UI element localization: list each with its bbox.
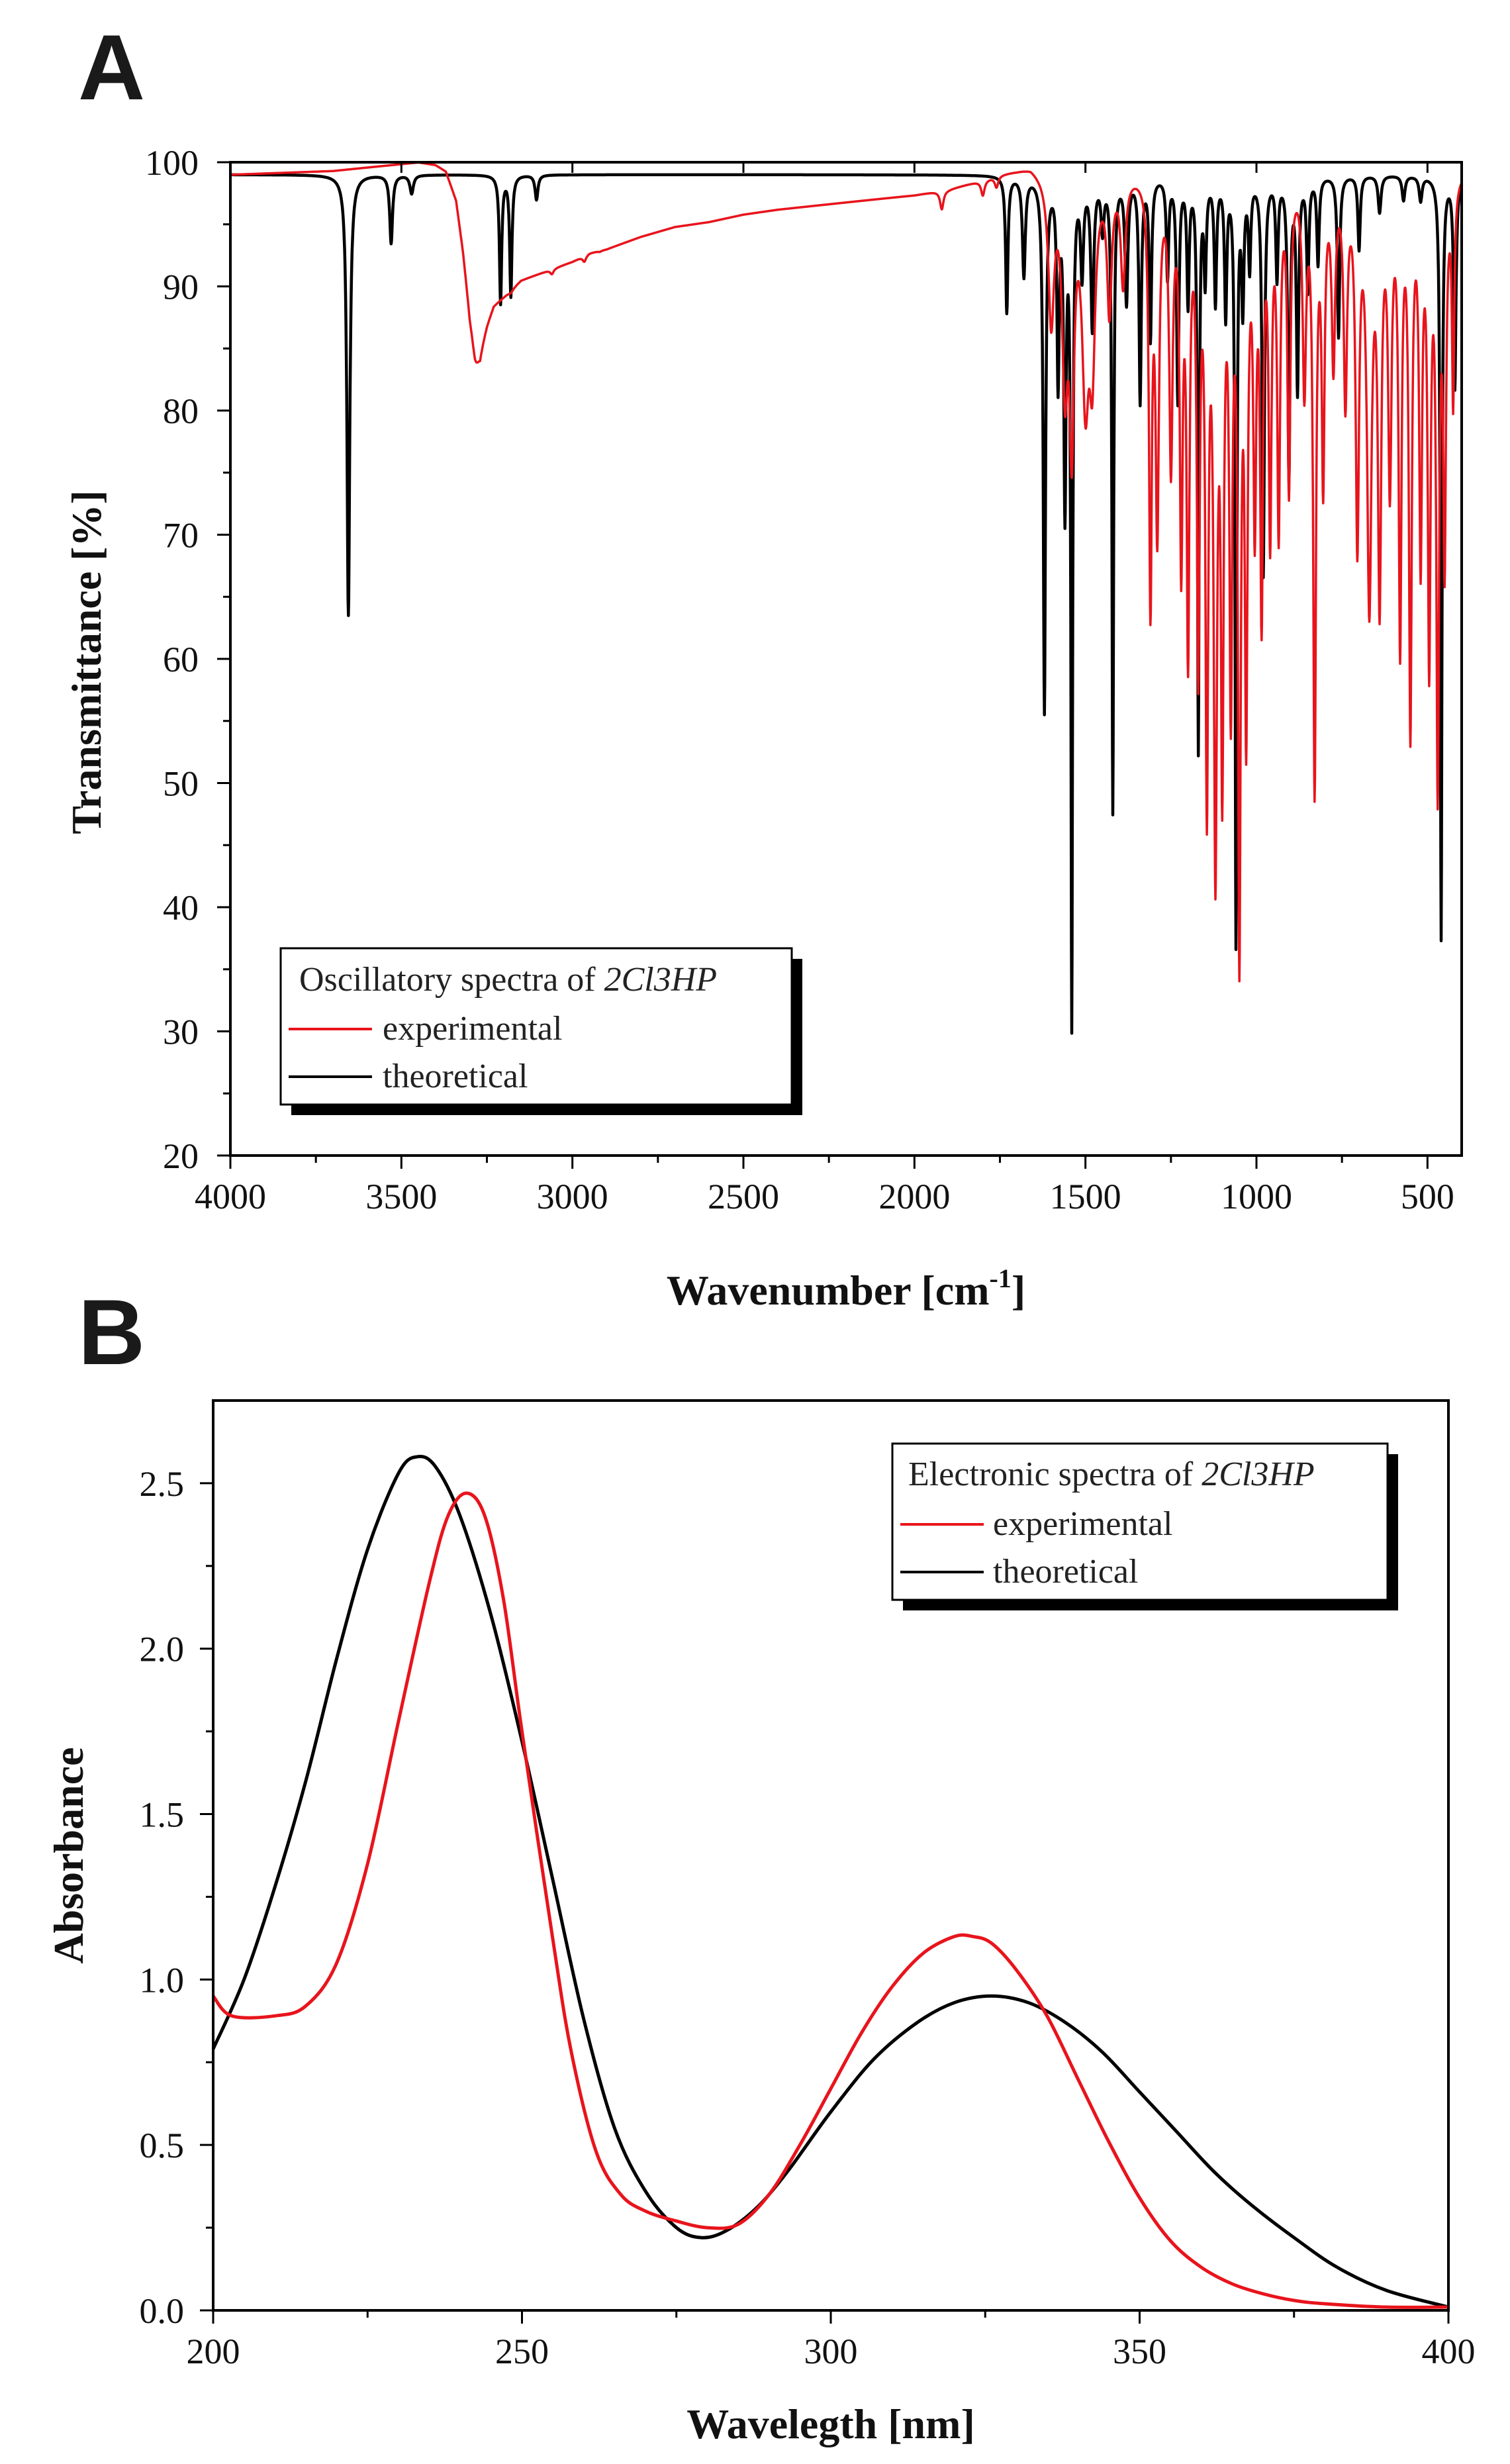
panel-a-x-tick-label: 1500 xyxy=(1050,1177,1121,1216)
panel-a-legend-title-prefix: Oscillatory spectra of xyxy=(299,961,604,999)
panel-a-x-tick-label: 4000 xyxy=(195,1177,266,1216)
panel-b-x-tick-label: 350 xyxy=(1113,2332,1166,2371)
panel-a-x-tick-label: 3500 xyxy=(365,1177,437,1216)
panel-a-x-axis-title-main: Wavenumber [cm xyxy=(667,1267,990,1314)
panel-b-legend-title-prefix: Electronic spectra of xyxy=(908,1455,1202,1493)
panel-b-series xyxy=(211,1454,1449,2309)
panel-a-x-tick-label: 500 xyxy=(1401,1177,1454,1216)
panel-a-legend-title-compound: 2Cl3HP xyxy=(604,961,717,999)
panel-b-series-line-theoretical xyxy=(211,1454,1449,2309)
panel-a-x-tick-label: 3000 xyxy=(537,1177,608,1216)
panel-a-series-line-experimental xyxy=(229,161,1463,983)
panel-a-y-tick-label: 90 xyxy=(163,268,199,307)
panel-a-plot-frame xyxy=(229,161,1463,1157)
panel-a-ticks: 4000 3500 3000 2500 2000 1500 1000 500 20 30 40 50 6… xyxy=(145,143,1454,1216)
panel-a-y-tick-label: 40 xyxy=(163,888,199,928)
panel-b-x-tick-label: 400 xyxy=(1422,2332,1476,2371)
panel-b-ticks: 200 250 300 350 400 0.0 0.5 1.0 1.5 2.0 2.5 xyxy=(140,1464,1476,2371)
panel-b-legend-title: Electronic spectra of 2Cl3HP xyxy=(908,1455,1315,1493)
panel-b-plot-frame xyxy=(212,1399,1450,2312)
panel-b-y-tick-label: 0.0 xyxy=(140,2291,185,2331)
panel-a-legend-title: Oscillatory spectra of 2Cl3HP xyxy=(299,961,717,999)
panel-b-y-tick-label: 2.5 xyxy=(140,1464,185,1504)
panel-a-series-line-theoretical xyxy=(229,173,1464,1035)
panel-b-x-tick-label: 300 xyxy=(804,2332,858,2371)
panel-a-y-tick-label: 80 xyxy=(163,391,199,431)
panel-b-legend-box xyxy=(891,1442,1389,1601)
panel-a-series xyxy=(229,161,1464,1035)
panel-a-x-axis-title-suffix: ] xyxy=(1012,1267,1025,1314)
panel-a-x-tick-label: 1000 xyxy=(1221,1177,1292,1216)
panel-a-x-tick-label: 2500 xyxy=(708,1177,779,1216)
panel-a-letter: A xyxy=(78,15,145,119)
panel-b-y-axis-title: Absorbance xyxy=(45,1747,92,1963)
panel-a-y-tick-label: 100 xyxy=(145,143,199,183)
panel-b-letter: B xyxy=(78,1280,145,1384)
panel-a-legend-label-theoretical: theoretical xyxy=(383,1058,528,1095)
panel-b-legend-title-compound: 2Cl3HP xyxy=(1202,1455,1314,1493)
panel-b-chart: B 200 250 300 350 400 0.0 0.5 1.0 1.5 2.0 2.5 Abso… xyxy=(45,1280,1476,2447)
panel-b-x-tick-label: 250 xyxy=(495,2332,549,2371)
panel-b-y-tick-label: 0.5 xyxy=(140,2126,185,2165)
panel-a-legend-label-experimental: experimental xyxy=(383,1010,562,1048)
panel-a-y-tick-label: 50 xyxy=(163,764,199,804)
panel-b-y-tick-label: 2.0 xyxy=(140,1630,185,1669)
panel-a-legend-box xyxy=(279,947,793,1106)
panel-a-x-axis-title: Wavenumber [cm-1] xyxy=(667,1263,1025,1314)
panel-b-y-tick-label: 1.0 xyxy=(140,1960,185,2000)
panel-b-legend-label-experimental: experimental xyxy=(993,1505,1172,1543)
panel-a-x-axis-title-superscript: -1 xyxy=(990,1263,1012,1293)
panel-a-y-tick-label: 30 xyxy=(163,1012,199,1052)
panel-b-legend: Electronic spectra of 2Cl3HP experimenta… xyxy=(891,1442,1398,1610)
panel-a-x-tick-label: 2000 xyxy=(878,1177,950,1216)
panel-a-legend: Oscillatory spectra of 2Cl3HP experiment… xyxy=(279,947,802,1115)
panel-b-y-tick-label: 1.5 xyxy=(140,1795,185,1835)
panel-a-y-tick-label: 60 xyxy=(163,640,199,679)
panel-b-x-axis-title: Wavelegth [nm] xyxy=(686,2400,975,2447)
panel-a-chart: A 4000 3500 3000 2500 2000 1500 1000 500 20 30 40 5… xyxy=(63,15,1464,1314)
panel-b-legend-label-theoretical: theoretical xyxy=(993,1553,1138,1591)
panel-b-series-line-experimental xyxy=(212,1491,1449,2309)
panel-a-y-axis-title: Transmittance [%] xyxy=(63,490,110,834)
panel-a-y-tick-label: 20 xyxy=(163,1136,199,1176)
panel-b-x-tick-label: 200 xyxy=(187,2332,240,2371)
panel-a-y-tick-label: 70 xyxy=(163,516,199,556)
